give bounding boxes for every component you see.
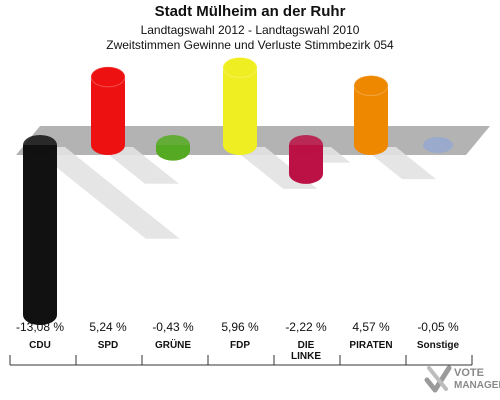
bar	[23, 145, 57, 326]
value-label: -0,43 %	[152, 320, 194, 334]
value-label: -0,05 %	[417, 320, 459, 334]
bar	[423, 137, 453, 153]
bar-top-cap	[222, 57, 258, 79]
bar-top-cap	[156, 135, 190, 155]
bar-shadow	[362, 147, 437, 180]
category-label: LINKE	[291, 351, 321, 362]
bar-top-cap	[353, 75, 389, 97]
category-label: SPD	[98, 340, 119, 351]
bar	[289, 145, 323, 184]
bar	[91, 66, 125, 155]
value-label: 5,24 %	[89, 320, 127, 334]
logo-line-2: MANAGER	[454, 380, 500, 391]
category-label: FDP	[230, 340, 250, 351]
chart-subtitle: Landtagswahl 2012 - Landtagswahl 2010	[140, 23, 360, 37]
category-label: DIE	[298, 340, 315, 351]
category-label: Sonstige	[417, 340, 460, 351]
logo-line-1: VOTE	[454, 367, 484, 379]
category-label: CDU	[29, 340, 51, 351]
value-label: 4,57 %	[352, 320, 390, 334]
checkmark-icon	[424, 365, 452, 393]
vote-manager-logo: VOTE MANAGER	[424, 364, 500, 396]
chart-title: Stadt Mülheim an der Ruhr	[154, 3, 346, 20]
bar-top-cap	[289, 135, 323, 155]
bar-top-cap	[90, 66, 126, 88]
value-label: -2,22 %	[285, 320, 327, 334]
bar	[354, 75, 388, 155]
bar	[223, 57, 257, 155]
value-label: 5,96 %	[221, 320, 259, 334]
value-label: -13,08 %	[16, 320, 64, 334]
bar-shadow	[99, 147, 179, 184]
chart-subtitle-2: Zweitstimmen Gewinne und Verluste Stimmb…	[106, 38, 394, 52]
bar-top-cap	[23, 135, 57, 155]
category-label: PIRATEN	[349, 340, 392, 351]
category-label: GRÜNE	[155, 338, 191, 351]
bar-shadow	[31, 147, 180, 239]
